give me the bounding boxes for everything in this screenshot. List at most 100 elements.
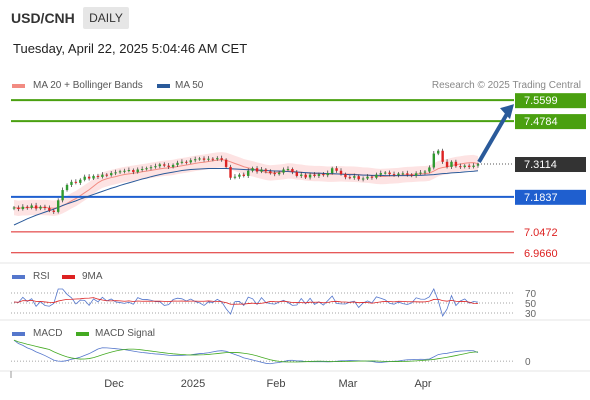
candle-body bbox=[101, 174, 104, 177]
candle-body bbox=[180, 161, 184, 163]
candle-body bbox=[441, 150, 444, 162]
candle-body bbox=[410, 174, 413, 176]
macd-signal-legend-label: MACD Signal bbox=[95, 328, 156, 339]
candle-body bbox=[291, 168, 294, 173]
candle-body bbox=[154, 166, 157, 168]
candle-body bbox=[242, 174, 245, 176]
credit-text: Research © 2025 Trading Central bbox=[431, 80, 581, 91]
candle-body bbox=[167, 165, 170, 167]
candle-body bbox=[140, 168, 144, 170]
candle-body bbox=[224, 159, 228, 167]
candle-body bbox=[123, 170, 126, 172]
timeframe-badge[interactable]: DAILY bbox=[83, 7, 129, 29]
candle-body bbox=[273, 173, 276, 175]
candle-body bbox=[370, 176, 374, 178]
candle-body bbox=[207, 158, 210, 160]
level-label-7-4784: 7.4784 bbox=[524, 116, 558, 128]
candle-body bbox=[193, 159, 197, 161]
x-tick-label-2025: 2025 bbox=[181, 378, 205, 390]
x-tick-label-mar: Mar bbox=[339, 378, 358, 390]
macd-signal-line bbox=[13, 339, 479, 363]
candle-body bbox=[454, 161, 458, 167]
candle-body bbox=[251, 168, 254, 171]
level-label-7-0472: 7.0472 bbox=[524, 227, 558, 239]
candle-body bbox=[229, 166, 232, 178]
candle-body bbox=[269, 171, 272, 174]
current-price-box bbox=[515, 157, 586, 173]
candle-body bbox=[322, 174, 325, 176]
level-label-7-5599: 7.5599 bbox=[524, 95, 558, 107]
ma50-line bbox=[13, 167, 479, 226]
candle-body bbox=[388, 172, 391, 175]
candle-body bbox=[171, 164, 175, 167]
forecast-arrow-shaft bbox=[477, 111, 510, 164]
candle-body bbox=[357, 176, 360, 180]
candle-body bbox=[198, 158, 201, 160]
candle-body bbox=[26, 206, 29, 208]
candle-body bbox=[185, 161, 188, 163]
candle-body bbox=[304, 174, 307, 178]
candle-body bbox=[353, 176, 356, 178]
rsi-9ma-line bbox=[13, 297, 479, 305]
candle-body bbox=[419, 172, 422, 174]
timestamp: Tuesday, April 22, 2025 5:04:46 AM CET bbox=[13, 41, 248, 56]
candle-body bbox=[335, 168, 338, 171]
candle-body bbox=[110, 173, 113, 176]
candle-body bbox=[216, 158, 219, 160]
rsi-line bbox=[13, 288, 479, 317]
candle-body bbox=[83, 176, 86, 180]
candle-body bbox=[277, 172, 281, 175]
candle-body bbox=[105, 174, 109, 176]
candle-body bbox=[87, 176, 91, 179]
bollinger-band bbox=[14, 152, 478, 217]
candle-body bbox=[264, 169, 268, 172]
candle-body bbox=[145, 168, 148, 170]
candle-body bbox=[61, 190, 64, 201]
candle-body bbox=[361, 178, 365, 180]
candle-body bbox=[300, 174, 303, 176]
candle-body bbox=[34, 205, 38, 209]
candle-body bbox=[450, 161, 453, 167]
candle-body bbox=[136, 169, 139, 173]
candle-body bbox=[202, 158, 206, 160]
candle-body bbox=[432, 153, 436, 168]
candle-body bbox=[330, 168, 334, 174]
candle-body bbox=[92, 175, 95, 179]
candle-body bbox=[295, 172, 299, 176]
candle-body bbox=[459, 166, 462, 168]
candle-body bbox=[17, 207, 20, 210]
candle-body bbox=[43, 206, 47, 209]
macd-legend-swatch bbox=[12, 332, 25, 336]
candle-body bbox=[339, 170, 343, 175]
candle-body bbox=[383, 172, 387, 174]
rsi-legend-swatch bbox=[12, 275, 25, 279]
x-tick-label-apr: Apr bbox=[414, 378, 431, 390]
candle-body bbox=[255, 168, 259, 172]
candle-body bbox=[472, 165, 475, 167]
candle-body bbox=[397, 173, 400, 176]
forecast-arrow-head bbox=[500, 104, 514, 120]
candle-body bbox=[375, 174, 378, 178]
candle-body bbox=[317, 174, 321, 176]
x-tick-label-dec: Dec bbox=[104, 378, 124, 390]
candle-body bbox=[74, 181, 78, 183]
candle-body bbox=[189, 160, 192, 163]
candle-body bbox=[401, 173, 405, 175]
candle-body bbox=[176, 162, 179, 165]
candle-body bbox=[463, 165, 466, 167]
symbol-title: USD/CNH bbox=[11, 10, 75, 26]
candle-body bbox=[211, 158, 215, 160]
candle-body bbox=[467, 165, 471, 167]
macd-level-label-0: 0 bbox=[525, 357, 531, 368]
level-label-box-7-4784 bbox=[515, 114, 586, 130]
bollinger-legend-label: MA 20 + Bollinger Bands bbox=[33, 80, 143, 91]
candle-body bbox=[247, 170, 250, 176]
level-label-box-7-5599 bbox=[515, 93, 586, 109]
candle-body bbox=[344, 174, 347, 178]
candle-body bbox=[30, 205, 33, 208]
candle-body bbox=[406, 173, 409, 175]
candle-body bbox=[286, 168, 290, 170]
candle-body bbox=[348, 177, 352, 179]
candle-body bbox=[313, 174, 316, 176]
